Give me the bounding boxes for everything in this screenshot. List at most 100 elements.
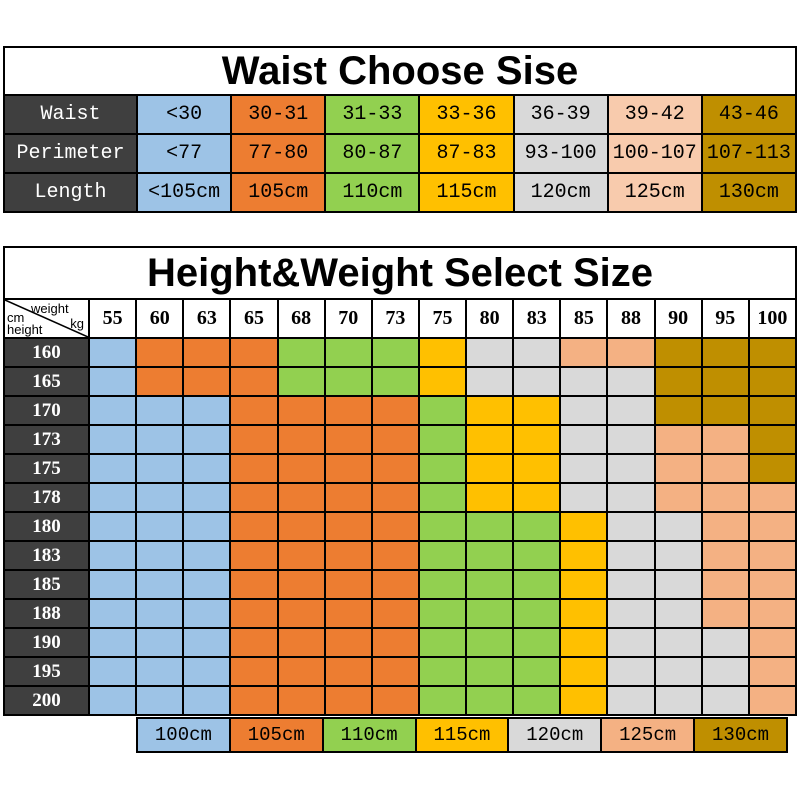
legend-item: 100cm: [136, 717, 231, 753]
size-cell: [559, 627, 609, 658]
size-cell: [700, 453, 750, 484]
height-row-header: 170: [3, 395, 90, 426]
size-cell: [606, 627, 656, 658]
weight-axis-unit: kg: [70, 316, 84, 331]
size-cell: [512, 366, 562, 397]
size-cell: [87, 656, 138, 687]
size-cell: [276, 424, 326, 455]
size-cell: [747, 337, 798, 368]
size-cell: [606, 656, 656, 687]
height-row-header: 188: [3, 598, 90, 629]
height-row-header: 178: [3, 482, 90, 513]
matrix-row: 190: [3, 627, 798, 658]
size-cell: [653, 395, 703, 426]
height-weight-table: Height&Weight Select Size weight kg cm h…: [3, 246, 798, 716]
size-cell: [276, 569, 326, 600]
matrix-row: 185: [3, 569, 798, 600]
size-cell: [87, 453, 138, 484]
size-cell: [323, 395, 373, 426]
size-cell: [653, 627, 703, 658]
size-cell: [182, 395, 232, 426]
size-cell: [512, 569, 562, 600]
size-cell: [135, 627, 185, 658]
matrix-row: 175: [3, 453, 798, 484]
waist-value-cell: 100-107: [606, 133, 703, 174]
weight-column-header: 63: [182, 298, 232, 339]
size-cell: [87, 395, 138, 426]
size-cell: [417, 627, 468, 658]
waist-value-cell: <30: [135, 94, 233, 135]
size-cell: [229, 424, 279, 455]
size-cell: [182, 569, 232, 600]
size-cell: [700, 395, 750, 426]
size-cell: [653, 540, 703, 571]
size-cell: [182, 656, 232, 687]
size-cell: [417, 366, 468, 397]
weight-column-header: 88: [606, 298, 656, 339]
weight-column-header: 80: [464, 298, 515, 339]
size-cell: [182, 627, 232, 658]
size-cell: [135, 337, 185, 368]
waist-table-row: Waist <30 30-31 31-33 33-36 36-39 39-42 43-46: [3, 94, 798, 135]
size-cell: [747, 366, 798, 397]
height-row-header: 180: [3, 511, 90, 542]
size-cell: [606, 453, 656, 484]
height-row-header: 195: [3, 656, 90, 687]
waist-value-cell: 30-31: [230, 94, 327, 135]
size-cell: [229, 656, 279, 687]
matrix-row: 200: [3, 685, 798, 716]
size-cell: [135, 453, 185, 484]
size-cell: [135, 598, 185, 629]
size-cell: [606, 540, 656, 571]
size-cell: [370, 656, 420, 687]
size-cell: [229, 482, 279, 513]
waist-value-cell: 87-83: [418, 133, 515, 174]
size-cell: [464, 482, 515, 513]
weight-column-header: 85: [559, 298, 609, 339]
size-cell: [135, 511, 185, 542]
size-cell: [464, 511, 515, 542]
size-cell: [229, 598, 279, 629]
size-cell: [747, 511, 798, 542]
size-cell: [700, 656, 750, 687]
legend-item: 120cm: [507, 717, 603, 753]
matrix-row: 195: [3, 656, 798, 687]
size-cell: [464, 598, 515, 629]
size-cell: [464, 627, 515, 658]
matrix-row: 183: [3, 540, 798, 571]
weight-column-header: 55: [87, 298, 138, 339]
size-cell: [182, 366, 232, 397]
waist-value-cell: 115cm: [418, 172, 515, 213]
weight-column-header: 68: [276, 298, 326, 339]
size-cell: [653, 685, 703, 716]
size-cell: [229, 540, 279, 571]
size-cell: [747, 453, 798, 484]
size-cell: [700, 598, 750, 629]
weight-column-header: 60: [135, 298, 185, 339]
size-cell: [512, 424, 562, 455]
waist-value-cell: 31-33: [324, 94, 421, 135]
size-cell: [135, 482, 185, 513]
size-cell: [323, 569, 373, 600]
size-legend: 100cm 105cm 110cm 115cm 120cm 125cm 130cm: [136, 717, 788, 753]
size-cell: [276, 337, 326, 368]
weight-header-row: weight kg cm height 55 60 63 65 68 70 73 75 80 83…: [3, 298, 798, 339]
size-cell: [700, 685, 750, 716]
height-row-header: 173: [3, 424, 90, 455]
size-cell: [747, 627, 798, 658]
matrix-row: 178: [3, 482, 798, 513]
size-cell: [229, 569, 279, 600]
size-cell: [606, 424, 656, 455]
size-cell: [417, 598, 468, 629]
waist-table-row: Length <105cm 105cm 110cm 115cm 120cm 125cm 130…: [3, 172, 798, 213]
legend-item: 105cm: [228, 717, 324, 753]
waist-value-cell: 107-113: [700, 133, 798, 174]
size-cell: [87, 569, 138, 600]
size-cell: [370, 453, 420, 484]
size-cell: [135, 395, 185, 426]
size-cell: [370, 395, 420, 426]
size-cell: [417, 337, 468, 368]
size-cell: [700, 424, 750, 455]
size-cell: [559, 598, 609, 629]
height-row-header: 185: [3, 569, 90, 600]
